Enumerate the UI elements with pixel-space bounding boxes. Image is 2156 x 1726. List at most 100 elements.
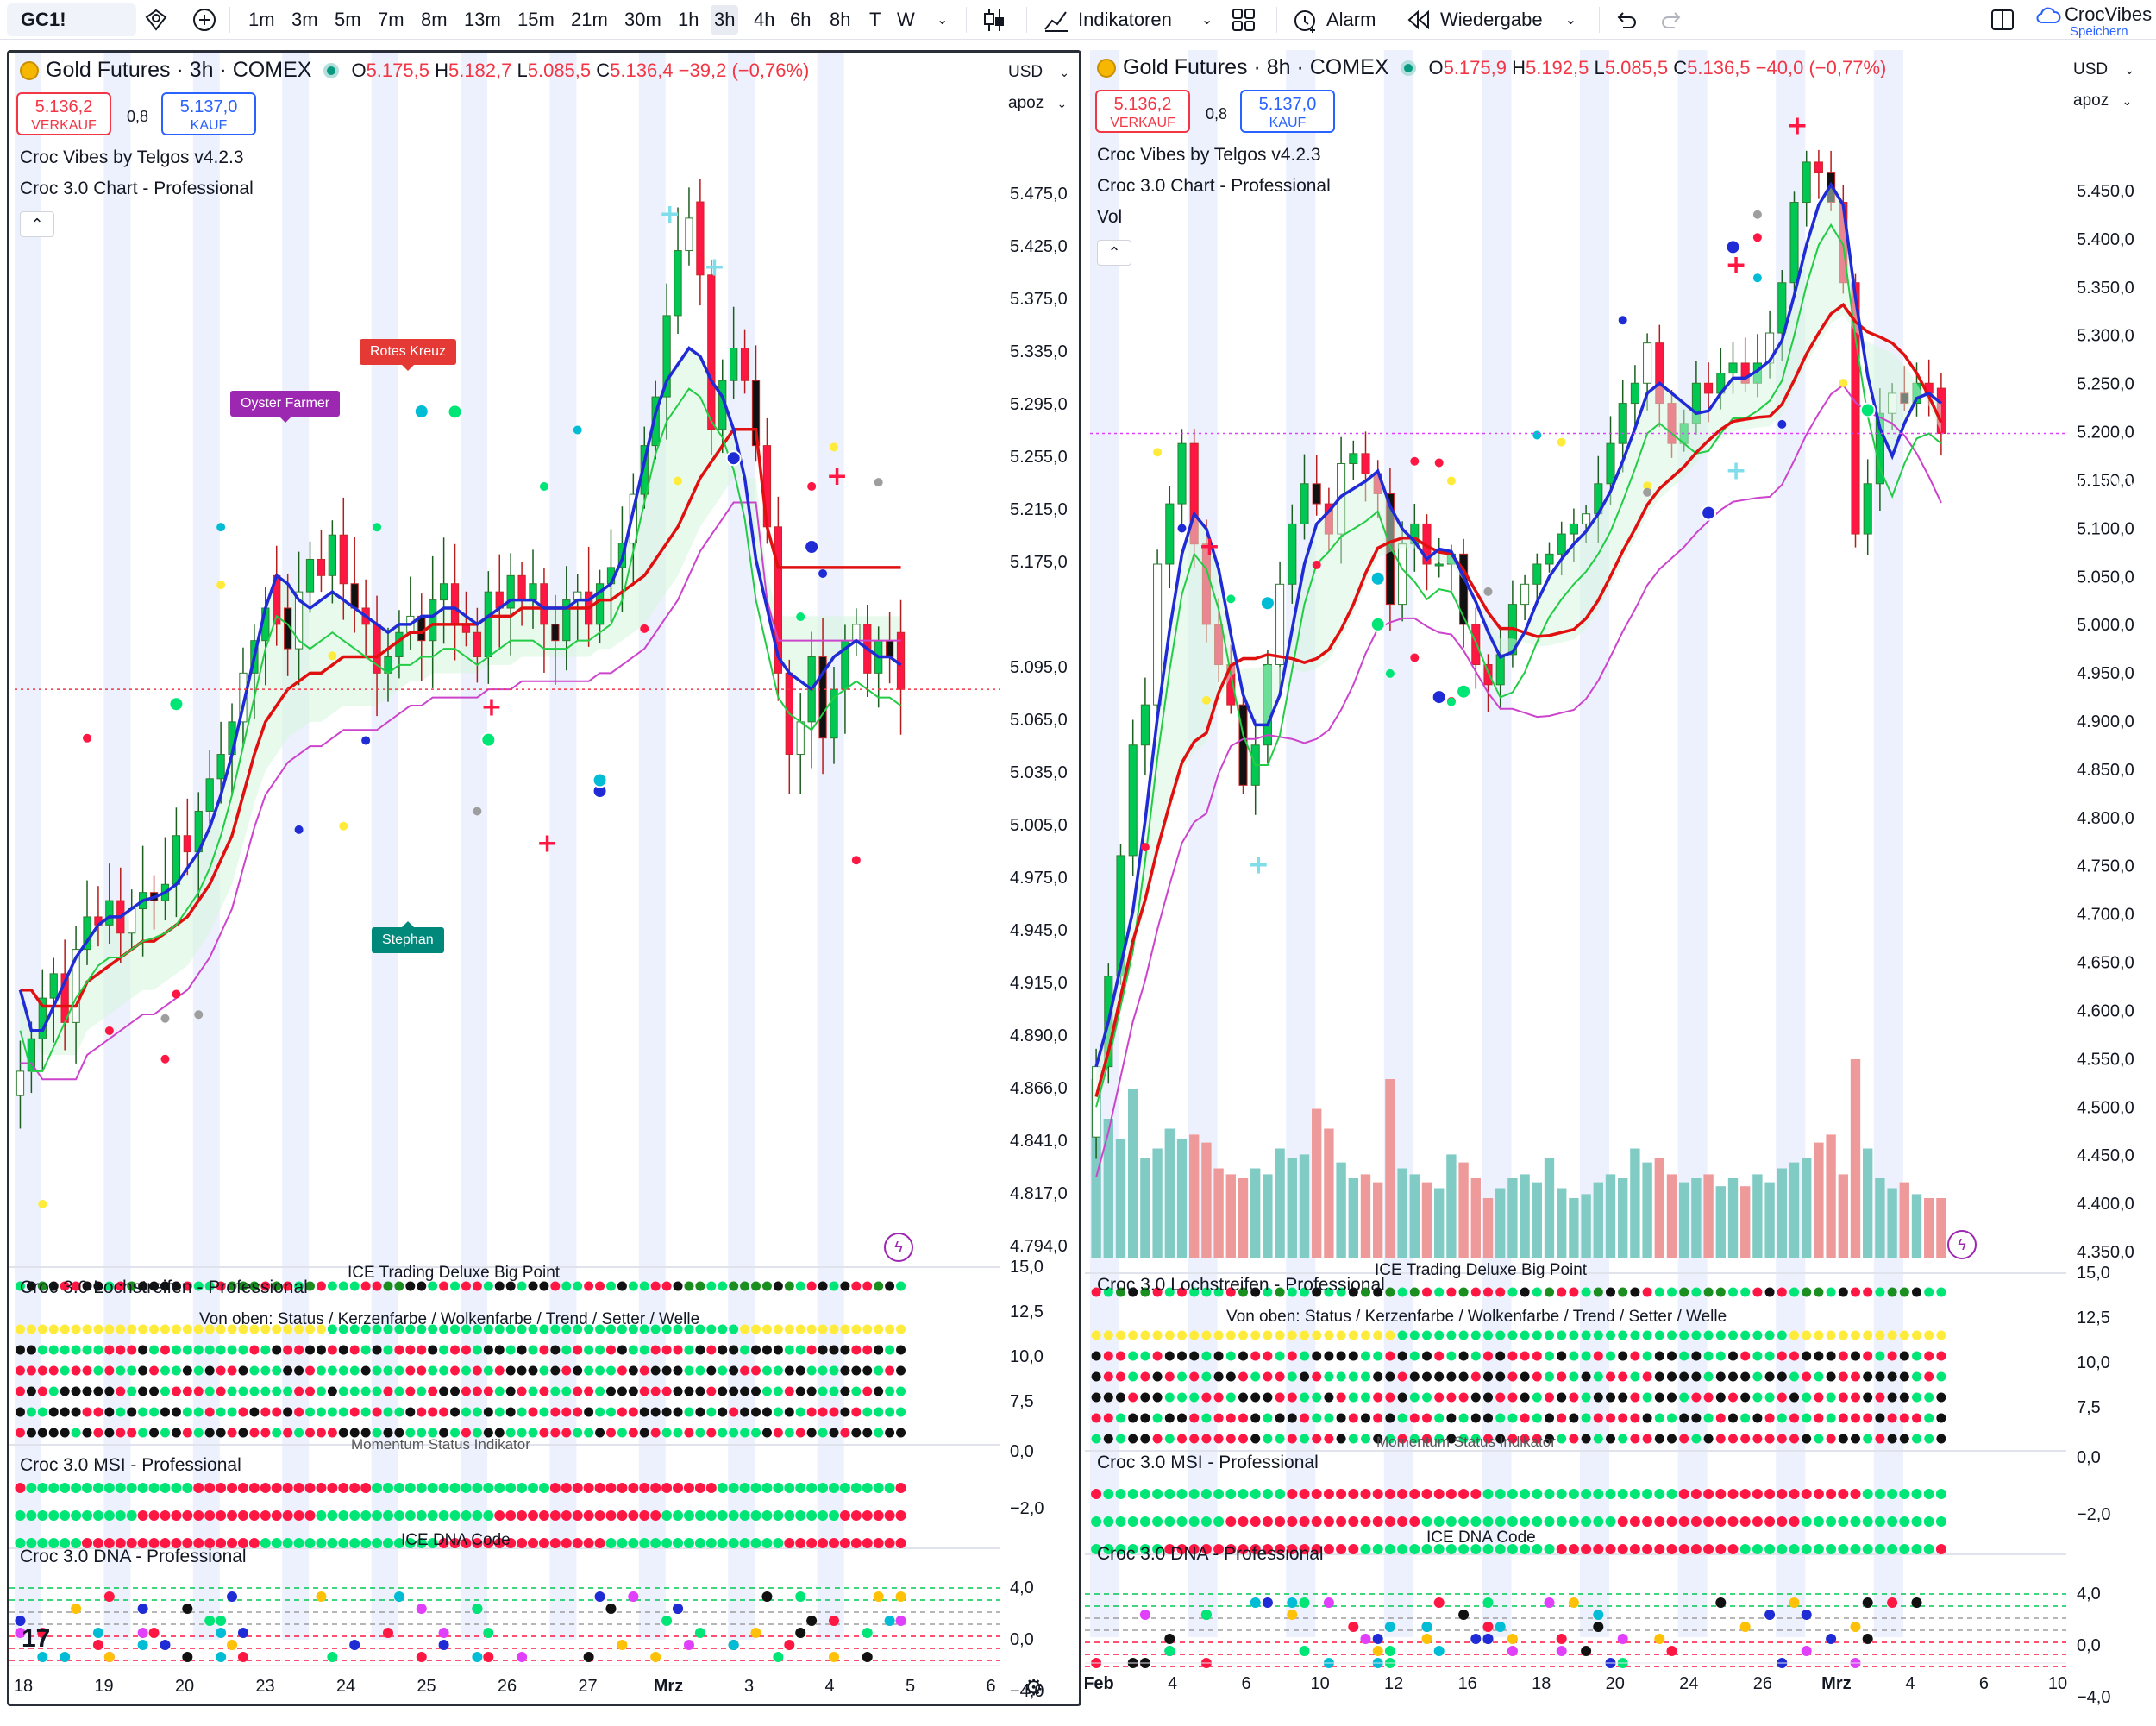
timeframe-T[interactable]: T xyxy=(869,9,881,30)
status-dot xyxy=(1764,1330,1775,1340)
candle-type-icon[interactable] xyxy=(981,0,1007,40)
status-dot xyxy=(639,1281,649,1291)
scale-mode-selector[interactable]: apoz ⌄ xyxy=(2073,91,2133,110)
status-dot xyxy=(1434,1330,1445,1340)
subpane-label[interactable]: Croc 3.0 DNA - Professional xyxy=(20,1547,247,1566)
collapse-legend-button[interactable]: ⌃ xyxy=(20,211,54,237)
buy-button[interactable]: 5.137,0 KAUF xyxy=(161,92,256,135)
timeframe-3h[interactable]: 3h xyxy=(711,5,739,35)
chart-pane-right[interactable]: + + + + +5.450,0 5.400,0 5.350,0 5.300,0 5.250,0… xyxy=(1085,50,2156,1706)
timeframe-8m[interactable]: 8m xyxy=(421,9,448,30)
sidebar-toggle-icon[interactable] xyxy=(1989,0,2016,40)
timeframe-W[interactable]: W xyxy=(897,9,915,30)
timeframe-30m[interactable]: 30m xyxy=(624,9,661,30)
status-dot xyxy=(204,1345,215,1355)
msi-dot xyxy=(1188,1516,1200,1527)
status-dot xyxy=(1764,1392,1775,1403)
buy-button[interactable]: 5.137,0 KAUF xyxy=(1240,90,1335,133)
undo-icon[interactable] xyxy=(1613,0,1639,40)
symbol-search-button[interactable]: GC1! xyxy=(7,3,136,36)
indicators-button[interactable]: Indikatoren ⌄ xyxy=(1042,0,1213,40)
msi-dot xyxy=(1409,1544,1420,1554)
replay-button[interactable]: Wiedergabe ⌄ xyxy=(1406,0,1576,40)
candle xyxy=(38,997,47,1039)
volume-bar xyxy=(1225,1174,1236,1258)
timeframe-1h[interactable]: 1h xyxy=(678,9,699,30)
status-dot xyxy=(740,1428,750,1438)
timeframe-4h[interactable]: 4h xyxy=(754,9,775,30)
sell-button[interactable]: 5.136,2 VERKAUF xyxy=(16,92,111,135)
msi-dot xyxy=(1384,1489,1395,1499)
timeframe-3m[interactable]: 3m xyxy=(291,9,318,30)
lightning-alert-icon[interactable]: ϟ xyxy=(884,1233,913,1262)
status-dot xyxy=(795,1324,805,1334)
status-dot xyxy=(1164,1413,1175,1423)
status-dot xyxy=(1164,1371,1175,1382)
collapse-legend-button[interactable]: ⌃ xyxy=(1097,240,1131,266)
subpane-label[interactable]: Croc 3.0 MSI - Professional xyxy=(1097,1453,1319,1472)
chart-pane-left[interactable]: + + + + +5.475,0 5.425,0 5.375,0 5.335,0 5.295,0… xyxy=(7,50,1081,1706)
timeframe-dropdown-icon[interactable]: ⌄ xyxy=(937,13,949,28)
timeframe-1m[interactable]: 1m xyxy=(248,9,275,30)
status-dot xyxy=(171,1345,181,1355)
timeframe-13m[interactable]: 13m xyxy=(464,9,501,30)
layout-save-button[interactable]: CrocVibes Speichern xyxy=(2035,2,2156,39)
currency-selector[interactable]: USD ⌄ xyxy=(2073,60,2135,78)
chart-note-flag[interactable]: Rotes Kreuz xyxy=(360,339,457,371)
status-dot xyxy=(1802,1351,1812,1361)
signal-dot xyxy=(1456,683,1472,700)
status-dot xyxy=(104,1407,115,1417)
subpane-label[interactable]: Croc 3.0 Lochstreifen - Professional xyxy=(1097,1275,1385,1295)
subpane-label[interactable]: Croc 3.0 Lochstreifen - Professional xyxy=(20,1277,308,1297)
msi-dot xyxy=(1617,1489,1628,1499)
gear-icon[interactable]: ⚙ xyxy=(1024,1674,1044,1700)
price-axis-label: 5.350,0 xyxy=(2077,279,2134,298)
indicator-label[interactable]: Croc 3.0 Chart - Professional xyxy=(20,179,254,198)
status-dot xyxy=(1189,1351,1200,1361)
lightning-alert-icon[interactable]: ϟ xyxy=(1947,1230,1977,1259)
status-dot xyxy=(1838,1392,1848,1403)
redo-icon[interactable] xyxy=(1659,0,1685,40)
chart-note-flag[interactable]: Stephan xyxy=(372,921,444,953)
status-dot xyxy=(729,1386,739,1396)
timeframe-6h[interactable]: 6h xyxy=(790,9,812,30)
candle xyxy=(1814,161,1823,173)
indicator-label[interactable]: Croc 3.0 Chart - Professional xyxy=(1097,176,1331,196)
chart-canvas-right[interactable]: +++++5.450,05.400,05.350,05.300,05.250,0… xyxy=(1085,50,2156,1706)
status-dot xyxy=(1250,1371,1261,1382)
timeframe-15m[interactable]: 15m xyxy=(517,9,555,30)
dna-dot xyxy=(594,1591,605,1602)
status-dot xyxy=(584,1407,594,1417)
chart-note-flag[interactable]: Oyster Farmer xyxy=(230,391,341,423)
indicator-label[interactable]: Vol xyxy=(1097,207,1123,227)
status-dot xyxy=(26,1407,36,1417)
timeframe-7m[interactable]: 7m xyxy=(378,9,404,30)
msi-dot xyxy=(661,1538,673,1548)
currency-selector[interactable]: USD ⌄ xyxy=(1008,63,1070,81)
symbol-compare-icon[interactable] xyxy=(141,0,171,40)
sell-button[interactable]: 5.136,2 VERKAUF xyxy=(1095,90,1190,133)
msi-dot xyxy=(193,1510,204,1521)
status-dot xyxy=(1397,1287,1407,1297)
status-dot xyxy=(1875,1371,1885,1382)
indicator-label[interactable]: Croc Vibes by Telgos v4.2.3 xyxy=(20,147,244,167)
timeframe-21m[interactable]: 21m xyxy=(571,9,608,30)
status-dot xyxy=(539,1428,549,1438)
signal-dot xyxy=(1140,843,1150,852)
layout-templates-icon[interactable] xyxy=(1230,0,1257,40)
scale-mode-selector[interactable]: apoz ⌄ xyxy=(1008,94,1068,112)
timeframe-8h[interactable]: 8h xyxy=(830,9,851,30)
msi-dot xyxy=(628,1510,639,1521)
status-dot xyxy=(1225,1287,1236,1297)
status-dot xyxy=(305,1281,316,1291)
msi-dot xyxy=(873,1510,884,1521)
subpane-label[interactable]: Croc 3.0 MSI - Professional xyxy=(20,1455,241,1475)
subpane-label[interactable]: Croc 3.0 DNA - Professional xyxy=(1097,1544,1324,1564)
msi-dot xyxy=(1507,1489,1518,1499)
alarm-button[interactable]: Alarm xyxy=(1290,0,1376,40)
chart-canvas-left[interactable]: +++++5.475,05.425,05.375,05.335,05.295,0… xyxy=(9,53,1079,1704)
add-symbol-icon[interactable] xyxy=(190,0,219,40)
status-dot xyxy=(1728,1371,1738,1382)
timeframe-5m[interactable]: 5m xyxy=(335,9,361,30)
indicator-label[interactable]: Croc Vibes by Telgos v4.2.3 xyxy=(1097,145,1321,165)
